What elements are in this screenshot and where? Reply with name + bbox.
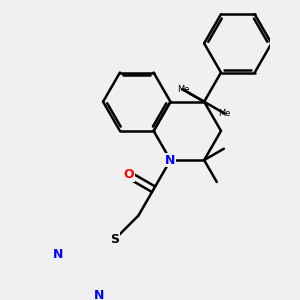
Text: S: S (110, 233, 119, 246)
Text: O: O (124, 168, 134, 182)
Text: Me: Me (178, 85, 190, 94)
Text: N: N (165, 154, 176, 166)
Text: Me: Me (218, 109, 231, 118)
Text: N: N (53, 248, 63, 261)
Text: N: N (94, 289, 105, 300)
